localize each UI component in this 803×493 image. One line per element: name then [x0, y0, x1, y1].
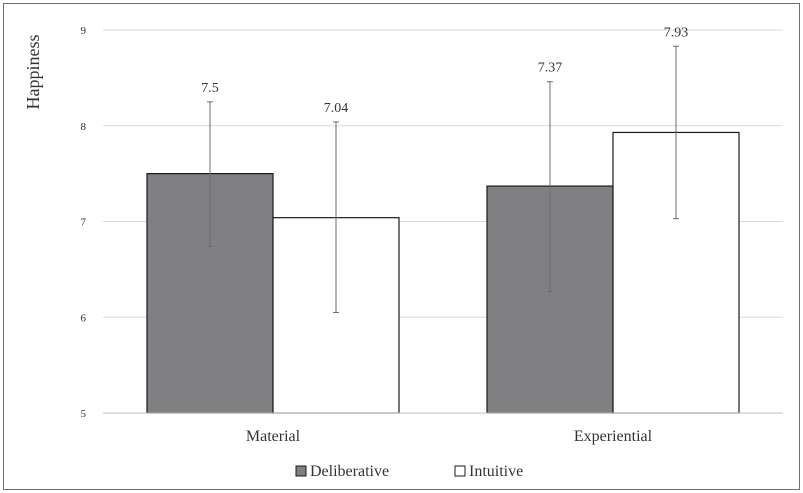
y-tick-label-6: 6 [81, 312, 87, 324]
data-label-deliberative-experiential: 7.37 [538, 61, 563, 76]
legend-swatch-deliberative [296, 466, 306, 476]
legend-label-deliberative: Deliberative [310, 463, 389, 480]
y-axis-label: Happiness [23, 35, 43, 110]
data-label-deliberative-material: 7.5 [201, 81, 219, 96]
y-tick-label-7: 7 [81, 217, 87, 229]
legend-swatch-intuitive [455, 466, 465, 476]
y-tick-label-9: 9 [81, 25, 87, 37]
y-tick-label-8: 8 [81, 121, 87, 133]
legend-label-intuitive: Intuitive [469, 463, 523, 480]
data-label-intuitive-material: 7.04 [324, 101, 349, 116]
data-label-intuitive-experiential: 7.93 [664, 25, 689, 40]
y-tick-label-5: 5 [81, 408, 87, 420]
x-category-label-material: Material [246, 428, 301, 445]
x-category-label-experiential: Experiential [574, 428, 653, 445]
